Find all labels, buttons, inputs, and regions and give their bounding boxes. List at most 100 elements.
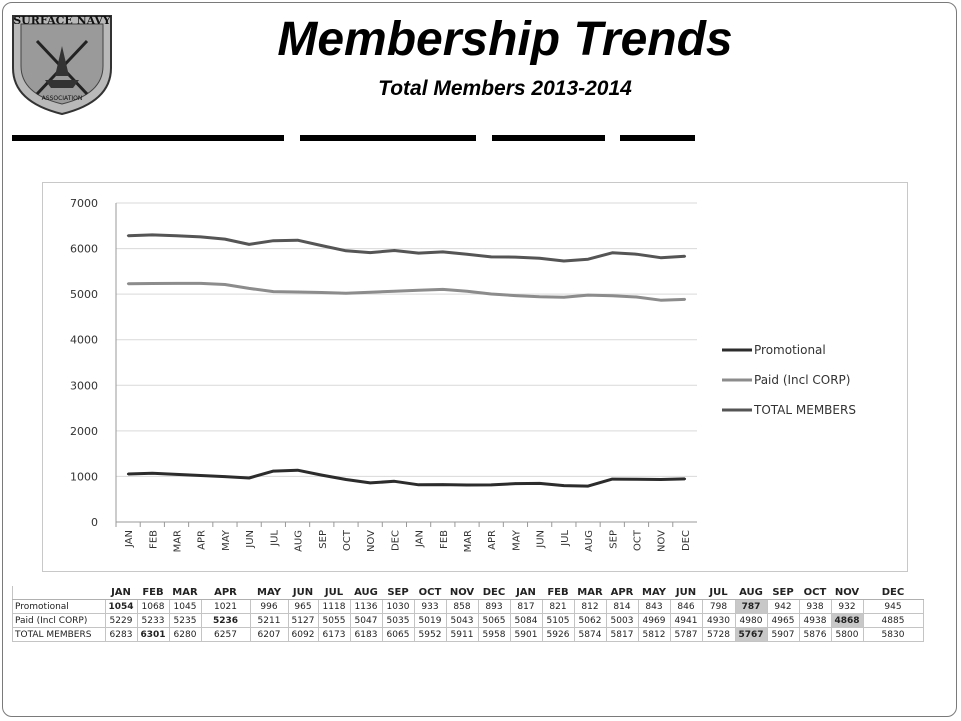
table-cell: 1068	[136, 599, 170, 614]
table-cell: 1054	[104, 599, 138, 614]
table-cell: 5127	[287, 613, 319, 628]
data-point	[247, 287, 251, 290]
x-tick-label: MAY	[511, 529, 522, 551]
data-point	[441, 483, 445, 486]
x-tick-label: SEP	[318, 530, 329, 549]
data-point	[465, 253, 469, 256]
x-tick-label: FEB	[148, 530, 159, 549]
table-cell: 1030	[381, 599, 415, 614]
table-cell: 843	[637, 599, 671, 614]
data-point	[514, 294, 517, 297]
table-column-header: APR	[606, 586, 638, 600]
x-tick-label: FEB	[439, 530, 450, 549]
data-point	[683, 255, 687, 258]
y-tick-label: 2000	[70, 425, 98, 438]
x-tick-label: AUG	[294, 530, 305, 552]
table-cell: 5035	[381, 613, 415, 628]
y-tick-label: 3000	[70, 379, 98, 392]
table-cell: 4938	[798, 613, 832, 628]
data-point	[320, 291, 323, 294]
page-title: Membership Trends	[277, 13, 733, 66]
data-point	[683, 298, 687, 301]
table-row-label: Paid (Incl CORP)	[12, 613, 106, 628]
table-row: Paid (Incl CORP) 5229 5233 5235 5236 5211 5127…	[12, 613, 924, 628]
table-column-header: JUN	[670, 586, 702, 600]
data-point	[586, 293, 590, 297]
table-cell: 6207	[249, 627, 289, 642]
table-cell: 5901	[509, 627, 543, 642]
data-point	[368, 481, 372, 485]
table-cell: 6092	[287, 627, 319, 642]
x-tick-label: JAN	[124, 530, 135, 548]
table-row-label: Promotional	[12, 599, 106, 614]
page-subtitle: Total Members 2013-2014	[378, 77, 632, 100]
table-column-header: MAY	[638, 586, 670, 600]
title-rule-segment	[620, 135, 695, 141]
data-point	[223, 475, 227, 478]
table-cell: 4941	[669, 613, 703, 628]
title-rule-segment	[300, 135, 476, 141]
table-cell: 858	[445, 599, 479, 614]
table-cell: 965	[287, 599, 319, 614]
table-cell: 5812	[637, 627, 671, 642]
data-point	[126, 282, 130, 285]
table-cell: 5800	[830, 627, 864, 642]
table-column-header: SEP	[382, 586, 414, 600]
data-point	[611, 251, 614, 255]
data-point	[126, 472, 130, 476]
table-cell: 5817	[605, 627, 639, 642]
data-point	[635, 478, 638, 481]
table-cell: 817	[509, 599, 543, 614]
data-point	[223, 237, 227, 241]
data-point	[635, 253, 638, 256]
table-column-header: DEC	[478, 586, 510, 600]
series-line-1	[128, 281, 685, 302]
data-point	[683, 477, 687, 481]
chart-area	[42, 182, 908, 572]
data-point	[538, 482, 541, 485]
table-column-header: OCT	[414, 586, 446, 600]
y-tick-label: 6000	[70, 243, 98, 256]
x-tick-label: JUN	[536, 530, 547, 549]
table-cell: 821	[541, 599, 575, 614]
data-point	[296, 469, 299, 472]
data-point	[151, 472, 154, 475]
table-cell: 5043	[445, 613, 479, 628]
data-point	[659, 478, 662, 481]
data-point	[441, 288, 445, 291]
legend-label: Promotional	[754, 343, 826, 357]
data-point	[635, 295, 638, 299]
data-point	[490, 255, 493, 259]
table-cell: 4885	[862, 613, 924, 628]
table-cell: 1118	[317, 599, 351, 614]
table-cell: 4980	[734, 613, 768, 628]
data-point	[199, 282, 202, 285]
table-cell: 6257	[200, 627, 251, 642]
table-column-header: AUG	[350, 586, 382, 600]
data-point	[175, 234, 178, 238]
table-cell: 6065	[381, 627, 415, 642]
data-point	[199, 474, 202, 477]
table-column-header: OCT	[799, 586, 831, 600]
data-point	[344, 478, 348, 481]
table-cell: 4969	[637, 613, 671, 628]
table-column-header: NOV	[446, 586, 478, 600]
y-tick-label: 5000	[70, 288, 98, 301]
table-corner	[12, 586, 105, 600]
x-tick-label: MAY	[221, 529, 232, 551]
data-point	[368, 251, 372, 254]
table-cell: 5065	[477, 613, 511, 628]
data-point	[393, 249, 396, 252]
legend-label: TOTAL MEMBERS	[753, 403, 856, 417]
table-cell: 5907	[766, 627, 800, 642]
x-tick-label: JAN	[415, 530, 426, 548]
table-cell: 4930	[701, 613, 736, 628]
table-cell: 6183	[349, 627, 383, 642]
data-point	[272, 469, 275, 473]
data-point	[393, 480, 396, 483]
table-column-header: MAY	[250, 586, 288, 600]
table-cell: 5787	[669, 627, 703, 642]
data-point	[296, 290, 299, 294]
data-point	[562, 484, 566, 487]
